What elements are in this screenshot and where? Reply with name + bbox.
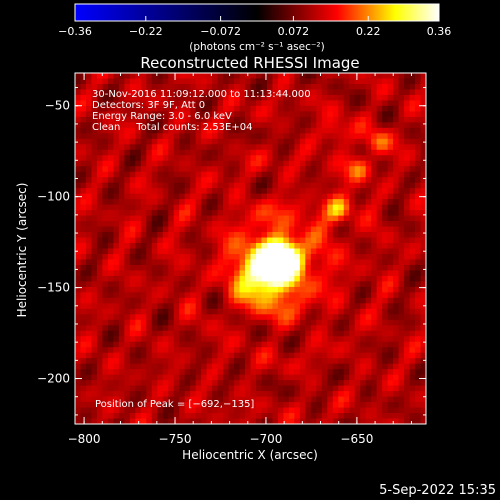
x-tick-label: −650 xyxy=(340,432,373,446)
y-tick-label: −50 xyxy=(45,99,70,113)
x-tick-label: −800 xyxy=(68,432,101,446)
colorbar-tick-label: −0.22 xyxy=(129,25,163,38)
y-tick-label: −100 xyxy=(37,190,70,204)
colorbar-tick-label: −0.072 xyxy=(200,25,241,38)
chart-title: Reconstructed RHESSI Image xyxy=(140,54,359,72)
colorbar-label: (photons cm⁻² s⁻¹ asec⁻²) xyxy=(189,41,324,53)
y-axis-label: Heliocentric Y (arcsec) xyxy=(15,183,29,318)
annotation-clean-counts: Clean Total counts: 2.53E+04 xyxy=(92,122,252,133)
annotation-block: 30-Nov-2016 11:09:12.000 to 11:13:44.000… xyxy=(92,89,311,133)
colorbar-ticks: −0.36 −0.22 −0.072 0.072 0.22 0.36 xyxy=(58,16,451,38)
colorbar: −0.36 −0.22 −0.072 0.072 0.22 0.36 (photons c… xyxy=(58,3,451,53)
peak-position-label: Position of Peak = [−692,−135] xyxy=(95,399,254,410)
x-axis-ticks: −800 −750 −700 −650 xyxy=(68,73,412,446)
colorbar-tick-label: −0.36 xyxy=(58,25,92,38)
annotation-energy: Energy Range: 3.0 - 6.0 keV xyxy=(92,111,232,122)
plot-frame xyxy=(74,72,427,425)
annotation-detectors: Detectors: 3F 9F, Att 0 xyxy=(92,100,205,111)
x-axis-label: Heliocentric X (arcsec) xyxy=(182,448,318,462)
annotation-time: 30-Nov-2016 11:09:12.000 to 11:13:44.000 xyxy=(92,89,311,100)
footer-date: 5-Sep-2022 15:35 xyxy=(379,483,496,498)
y-tick-label: −200 xyxy=(37,372,70,386)
colorbar-tick-label: 0.072 xyxy=(278,25,310,38)
plot-area: −800 −750 −700 −650 −50 −100 −150 −200 xyxy=(37,72,427,446)
y-tick-label: −150 xyxy=(37,281,70,295)
x-tick-label: −700 xyxy=(249,432,282,446)
heatmap-image xyxy=(75,73,426,424)
colorbar-gradient xyxy=(74,3,440,22)
colorbar-tick-label: 0.36 xyxy=(427,25,452,38)
x-tick-label: −750 xyxy=(159,432,192,446)
y-axis-ticks: −50 −100 −150 −200 xyxy=(37,87,426,416)
colorbar-tick-label: 0.22 xyxy=(356,25,381,38)
